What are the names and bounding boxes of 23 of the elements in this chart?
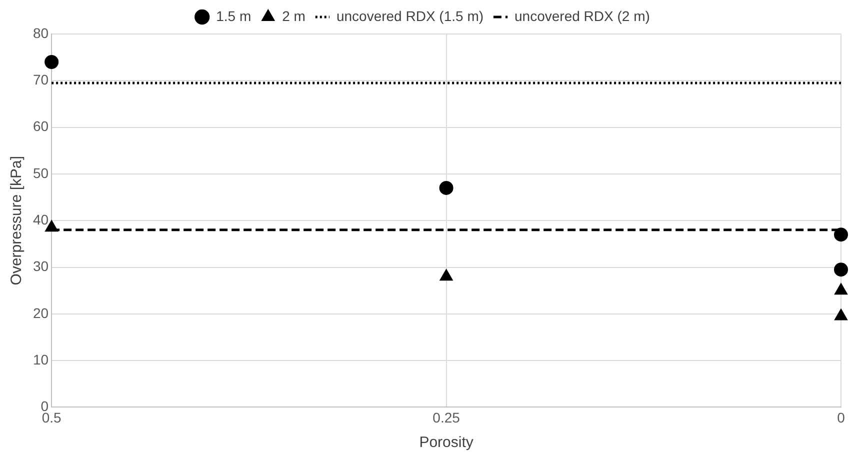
point — [834, 228, 848, 242]
y-tick-label: 60 — [32, 118, 49, 134]
legend-label: 2 m — [282, 8, 306, 24]
x-tick-label: 0 — [837, 409, 846, 426]
point — [834, 262, 848, 277]
y-tick-label: 10 — [32, 351, 49, 368]
point — [440, 269, 453, 281]
y-tick-label: 40 — [32, 211, 49, 228]
point — [439, 180, 454, 195]
y-tick-label: 70 — [32, 72, 49, 88]
y-tick-label: 30 — [32, 258, 49, 274]
y-tick-label: 80 — [32, 24, 49, 41]
legend-label: 1.5 m — [216, 8, 252, 24]
y-tick-label: 20 — [32, 304, 49, 321]
y-axis-title: Overpressure [kPa] — [8, 156, 26, 286]
legend-label: uncovered RDX (1.5 m) — [336, 8, 484, 24]
point — [834, 283, 848, 295]
y-tick-label: 50 — [32, 164, 49, 181]
legend-label: uncovered RDX (2 m) — [514, 8, 650, 24]
x-axis-title: Porosity — [419, 434, 474, 452]
point — [834, 308, 848, 320]
x-tick-label: 0.25 — [432, 409, 460, 426]
point — [44, 54, 59, 69]
